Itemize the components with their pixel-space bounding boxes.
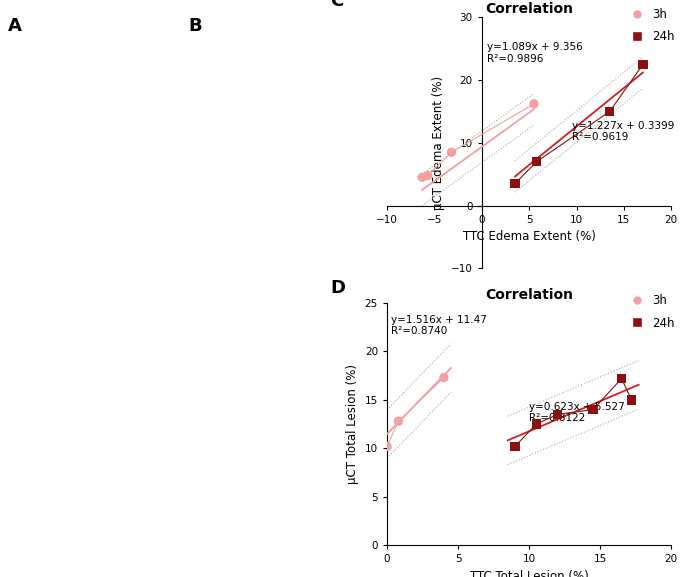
Legend: 3h, 24h: 3h, 24h [621, 290, 680, 334]
Point [532, 157, 543, 166]
Point [604, 107, 615, 116]
X-axis label: TTC Edema Extent (%): TTC Edema Extent (%) [463, 230, 595, 243]
Text: D: D [330, 279, 345, 297]
Text: A: A [8, 17, 21, 35]
Title: Correlation: Correlation [485, 288, 573, 302]
Text: y=1.516x + 11.47
R²=0.8740: y=1.516x + 11.47 R²=0.8740 [391, 314, 487, 336]
Point [531, 419, 542, 429]
Point [422, 171, 433, 180]
Point [616, 374, 627, 383]
Text: y=1.227x + 0.3399
R²=0.9619: y=1.227x + 0.3399 R²=0.9619 [572, 121, 674, 143]
Point [446, 148, 457, 157]
Point [588, 405, 599, 414]
Point [637, 60, 648, 69]
Text: C: C [330, 0, 343, 10]
Point [393, 417, 404, 426]
Y-axis label: μCT Total Lesion (%): μCT Total Lesion (%) [346, 364, 359, 484]
Point [382, 442, 393, 451]
Text: B: B [188, 17, 202, 35]
X-axis label: TTC Total Lesion (%): TTC Total Lesion (%) [470, 570, 588, 577]
Y-axis label: μCT Edema Extent (%): μCT Edema Extent (%) [432, 76, 445, 210]
Legend: 3h, 24h: 3h, 24h [621, 3, 680, 48]
Point [552, 410, 563, 419]
Point [416, 173, 427, 182]
Point [626, 395, 637, 404]
Point [438, 373, 449, 382]
Title: Correlation: Correlation [485, 2, 573, 16]
Text: y=1.089x + 9.356
R²=0.9896: y=1.089x + 9.356 R²=0.9896 [486, 43, 582, 64]
Point [510, 442, 521, 451]
Point [528, 99, 539, 108]
Text: y=0.623x + 5.527
R²=0.8122: y=0.623x + 5.527 R²=0.8122 [529, 402, 625, 424]
Point [510, 179, 521, 188]
